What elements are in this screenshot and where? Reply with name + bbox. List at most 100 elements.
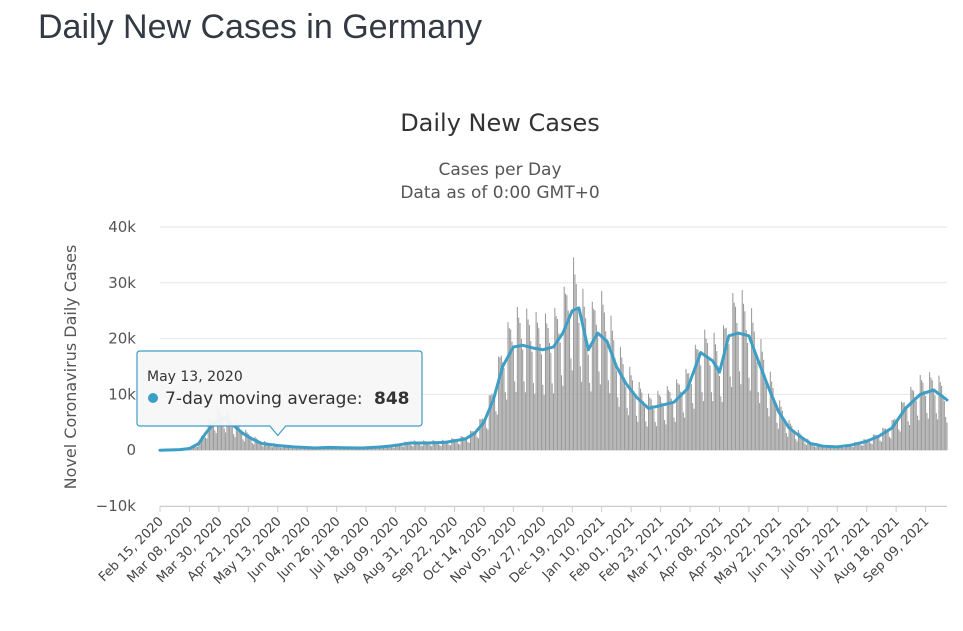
daily-case-bar <box>567 310 569 451</box>
daily-case-bar <box>776 422 778 451</box>
daily-case-bar <box>639 388 642 451</box>
daily-case-bar <box>882 427 884 451</box>
daily-case-bar <box>749 390 751 451</box>
daily-case-bar <box>626 407 628 451</box>
daily-case-bar <box>635 415 637 451</box>
daily-case-bar <box>716 351 718 451</box>
daily-case-bar <box>848 445 850 451</box>
daily-case-bar <box>937 419 939 451</box>
daily-case-bar <box>569 319 571 451</box>
daily-case-bar <box>582 288 584 451</box>
daily-case-bar <box>388 445 390 451</box>
daily-case-bar <box>277 445 279 451</box>
daily-case-bar <box>524 392 526 451</box>
daily-case-bar <box>243 441 245 451</box>
daily-case-bar <box>598 371 600 451</box>
daily-case-bar <box>287 446 290 451</box>
page-title: Daily New Cases in Germany <box>38 8 483 46</box>
daily-case-bar <box>259 442 261 451</box>
daily-case-bar <box>345 448 347 451</box>
daily-case-bar <box>603 312 605 451</box>
daily-case-bar <box>714 344 716 451</box>
daily-case-bar <box>879 440 881 451</box>
daily-case-bar <box>884 428 886 451</box>
daily-case-bar <box>308 448 310 451</box>
daily-case-bar <box>760 339 762 451</box>
daily-case-bar <box>504 392 506 451</box>
daily-case-bar <box>648 393 650 451</box>
daily-case-bar <box>725 327 727 451</box>
daily-case-bar <box>269 444 271 451</box>
daily-case-bar <box>417 442 419 451</box>
daily-case-bar <box>421 446 423 451</box>
daily-case-bar <box>451 438 453 451</box>
daily-case-bar <box>855 442 857 451</box>
daily-case-bar <box>623 377 625 451</box>
daily-case-bar <box>819 444 821 451</box>
daily-case-bar <box>797 429 799 451</box>
daily-case-bar <box>605 331 607 451</box>
daily-case-bar <box>445 441 447 451</box>
daily-case-bar <box>661 402 663 451</box>
daily-case-bar <box>886 430 888 451</box>
daily-case-bar <box>405 441 407 451</box>
tooltip-value: 848 <box>374 389 410 409</box>
daily-case-bar <box>915 400 917 451</box>
daily-case-bar <box>227 412 229 451</box>
daily-case-bar <box>547 328 549 451</box>
daily-case-bar <box>741 290 743 451</box>
daily-case-bar <box>813 446 816 451</box>
daily-case-bar <box>391 446 393 451</box>
daily-case-bar <box>594 310 596 451</box>
daily-case-bar <box>526 308 528 451</box>
daily-case-bar <box>544 313 546 451</box>
daily-case-bar <box>472 431 474 451</box>
daily-case-bar <box>491 393 493 451</box>
daily-case-bar <box>625 386 627 451</box>
daily-case-bar <box>812 444 814 451</box>
daily-case-bar <box>768 416 770 451</box>
daily-case-bar <box>283 445 285 451</box>
daily-case-bar <box>589 382 591 451</box>
daily-case-bar <box>336 448 338 451</box>
daily-case-bar <box>693 408 695 451</box>
daily-case-bar <box>273 443 275 451</box>
daily-case-bar <box>686 373 688 451</box>
daily-case-bar <box>870 443 872 451</box>
daily-case-bar <box>478 438 480 451</box>
daily-case-bar <box>559 342 561 451</box>
daily-case-bar <box>511 341 513 451</box>
daily-case-bar <box>298 448 300 451</box>
daily-case-bar <box>900 401 903 451</box>
daily-case-bar <box>780 406 782 451</box>
daily-case-bar <box>570 358 572 451</box>
daily-case-bar <box>872 434 874 451</box>
daily-case-bar <box>694 344 696 451</box>
daily-case-bar <box>247 433 249 451</box>
daily-case-bar <box>755 349 757 451</box>
daily-case-bar <box>427 442 429 451</box>
daily-case-bar <box>286 446 288 451</box>
daily-case-bar <box>783 417 785 451</box>
daily-case-bar <box>858 442 860 451</box>
daily-case-bar <box>777 428 779 451</box>
daily-case-bar <box>779 400 781 451</box>
daily-case-bar <box>460 436 462 451</box>
daily-case-bar <box>874 434 876 451</box>
daily-case-bar <box>242 439 244 451</box>
daily-case-bar <box>896 421 898 451</box>
daily-case-bar <box>875 434 877 451</box>
daily-case-bar <box>784 423 786 451</box>
daily-case-bar <box>697 349 699 451</box>
daily-case-bar <box>484 420 486 451</box>
daily-case-bar <box>846 444 848 451</box>
chart-subtitle-line1: Cases per Day <box>438 160 561 180</box>
daily-case-bar <box>939 382 941 451</box>
daily-case-bar <box>597 333 599 451</box>
daily-case-bar <box>641 392 643 451</box>
daily-case-bar <box>267 443 269 451</box>
daily-case-bar <box>202 435 204 451</box>
daily-case-bar <box>365 448 367 451</box>
daily-case-bar <box>250 438 252 451</box>
daily-case-bar <box>737 333 739 451</box>
